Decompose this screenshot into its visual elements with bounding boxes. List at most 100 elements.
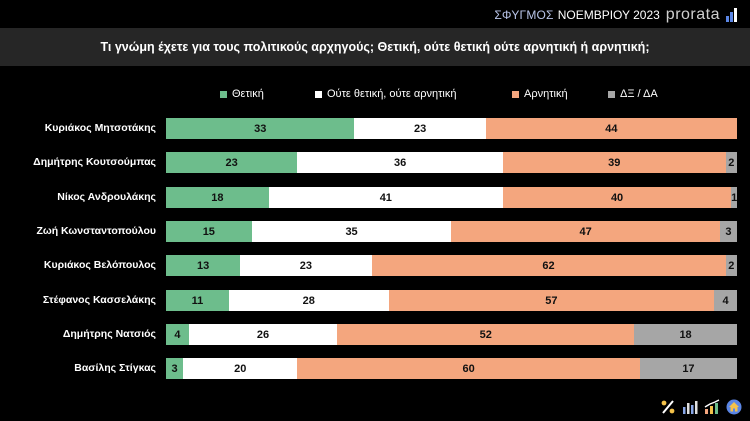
bar-row: Δημήτρης Νατσιός 4 26 52 18 [0,324,750,345]
category-label: Κυριάκος Μητσοτάκης [44,122,156,134]
bar-row: Δημήτρης Κουτσούμπας 23 36 39 2 [0,152,750,173]
bar-segment: 57 [388,290,715,311]
data-label: 39 [608,156,621,169]
bar-row: Νίκος Ανδρουλάκης 18 41 40 1 [0,187,750,208]
bar-segment: 3 [719,221,737,242]
bar-track: 33 23 44 [166,118,737,139]
data-label: 2 [728,156,735,169]
growth-chart-icon[interactable] [704,399,720,415]
bar-row: Στέφανος Κασσελάκης 11 28 57 4 [0,290,750,311]
data-label: 28 [302,294,315,307]
data-label: 4 [722,294,729,307]
bar-segment: 1 [731,187,737,208]
bar-segment: 15 [166,221,252,242]
data-label: 20 [234,362,247,375]
bar-segment: 20 [183,358,298,379]
bar-segment: 52 [337,324,635,345]
data-label: 62 [542,259,555,272]
data-label: 3 [725,225,732,238]
category-label: Δημήτρης Κουτσούμπας [33,156,156,168]
bar-track: 13 23 62 2 [166,255,737,276]
bar-segment: 35 [251,221,452,242]
data-label: 17 [682,362,695,375]
data-label: 52 [479,328,492,341]
legend-swatch [220,90,227,98]
bar-segment: 11 [166,290,229,311]
chart-title: Τι γνώμη έχετε για τους πολιτικούς αρχηγ… [100,40,650,54]
data-label: 35 [345,225,358,238]
home-icon[interactable] [726,399,742,415]
data-label: 40 [610,191,624,204]
bar-track: 15 35 47 3 [166,221,737,242]
legend-label: Ούτε θετική, ούτε αρνητική [327,88,457,100]
bar-row: Ζωή Κωνσταντοπούλου 15 35 47 3 [0,221,750,242]
data-label: 26 [256,328,270,341]
data-label: 18 [211,191,224,204]
bar-segment: 36 [297,152,503,173]
category-label: Νίκος Ανδρουλάκης [57,191,156,203]
brand-period: ΝΟΕΜΒΡΙΟΥ 2023 [557,8,660,22]
data-label: 47 [579,225,592,238]
bar-segment: 41 [268,187,503,208]
data-label: 60 [462,362,475,375]
percent-icon[interactable] [660,399,676,415]
data-label: 23 [413,122,427,135]
bar-segment: 60 [297,358,640,379]
brand-prefix: ΣΦΥΓΜΟΣ [494,8,554,22]
data-label: 23 [299,259,312,272]
data-label: 33 [254,122,267,135]
legend-item-3: ΔΞ / ΔΑ [608,88,658,100]
data-label: 11 [191,294,204,307]
bar-segment: 23 [166,152,298,173]
data-label: 23 [225,156,238,169]
bar-row: Κυριάκος Βελόπουλος 13 23 62 2 [0,255,750,276]
category-label: Δημήτρης Νατσιός [62,328,156,340]
category-label: Στέφανος Κασσελάκης [42,294,156,306]
brand-header: ΣΦΥΓΜΟΣ ΝΟΕΜΒΡΙΟΥ 2023 prorata [494,6,738,24]
bar-segment: 44 [485,118,737,139]
data-label: 41 [379,191,392,204]
data-label: 18 [679,328,692,341]
data-label: 57 [545,294,558,307]
data-label: 3 [171,362,178,375]
bar-track: 18 41 40 1 [166,187,737,208]
data-label: 13 [196,259,210,272]
bar-track: 4 26 52 18 [166,324,737,345]
bar-track: 3 20 60 17 [166,358,737,379]
bar-segment: 26 [188,324,338,345]
bar-segment: 13 [166,255,241,276]
bar-segment: 47 [451,221,720,242]
bar-segment: 39 [502,152,726,173]
bar-segment: 17 [639,358,737,379]
category-label: Βασίλης Στίγκας [74,362,156,374]
data-label: 2 [728,259,735,272]
legend-swatch [315,90,322,98]
bar-segment: 62 [371,255,726,276]
bar-segment: 2 [725,255,737,276]
data-label: 44 [605,122,618,135]
legend: Θετική Ούτε θετική, ούτε αρνητική Αρνητική… [160,88,750,104]
logo-bars-icon [726,8,738,22]
bar-chart-icon[interactable] [682,399,698,415]
data-label: 1 [731,191,737,204]
legend-label: Αρνητική [524,88,568,100]
brand-logo: prorata [665,6,720,23]
legend-item-0: Θετική [220,88,264,100]
bar-segment: 18 [634,324,737,345]
bar-segment: 23 [240,255,372,276]
bar-segment: 4 [714,290,737,311]
bar-segment: 2 [725,152,737,173]
bar-segment: 28 [228,290,389,311]
bar-track: 11 28 57 4 [166,290,737,311]
legend-swatch [608,90,615,98]
legend-item-2: Αρνητική [512,88,568,100]
footer-icons [660,399,742,415]
category-label: Κυριάκος Βελόπουλος [43,259,156,271]
bar-segment: 33 [166,118,355,139]
bar-track: 23 36 39 2 [166,152,737,173]
legend-item-1: Ούτε θετική, ούτε αρνητική [315,88,457,100]
bar-row: Κυριάκος Μητσοτάκης 33 23 44 [0,118,750,139]
bar-segment: 40 [502,187,732,208]
bar-segment: 18 [166,187,269,208]
bar-row: Βασίλης Στίγκας 3 20 60 17 [0,358,750,379]
